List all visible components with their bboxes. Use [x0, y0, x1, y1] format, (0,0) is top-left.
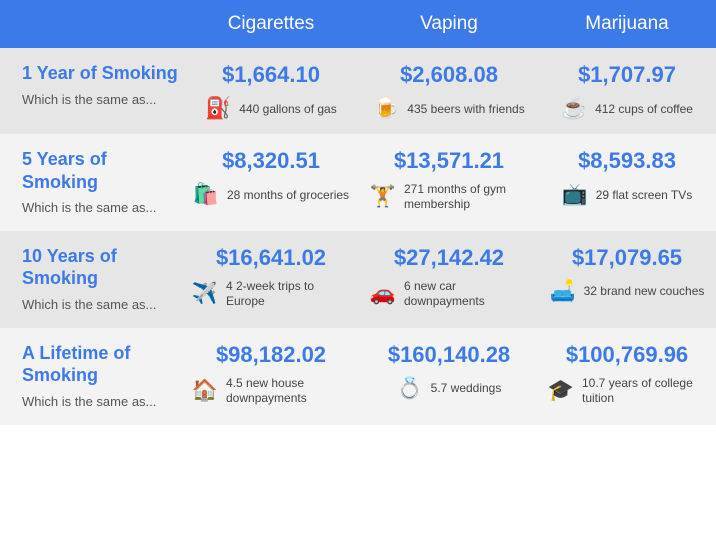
equivalence-text: 4 2-week trips to Europe — [226, 279, 350, 309]
equivalence-icon: 💍 — [397, 376, 423, 402]
column-header-vaping: Vaping — [360, 0, 538, 48]
price-value: $16,641.02 — [192, 245, 350, 271]
data-cell: $1,707.97 ☕ 412 cups of coffee — [538, 48, 716, 134]
row-label-cell: 1 Year of Smoking Which is the same as... — [0, 48, 182, 134]
row-label-cell: 5 Years of Smoking Which is the same as..… — [0, 134, 182, 231]
equivalence: 🏠 4.5 new house downpayments — [192, 376, 350, 406]
header-spacer — [0, 0, 182, 48]
price-value: $1,664.10 — [192, 62, 350, 88]
equivalence: 🛍️ 28 months of groceries — [192, 182, 350, 208]
period-subtitle: Which is the same as... — [22, 297, 182, 314]
row-label-cell: 10 Years of Smoking Which is the same as.… — [0, 231, 182, 328]
period-title: A Lifetime of Smoking — [22, 342, 182, 387]
data-cell: $16,641.02 ✈️ 4 2-week trips to Europe — [182, 231, 360, 328]
table-row: 10 Years of Smoking Which is the same as.… — [0, 231, 716, 328]
table-row: 5 Years of Smoking Which is the same as..… — [0, 134, 716, 231]
equivalence-text: 440 gallons of gas — [239, 102, 336, 117]
equivalence-text: 271 months of gym membership — [404, 182, 528, 212]
price-value: $13,571.21 — [370, 148, 528, 174]
equivalence: 💍 5.7 weddings — [370, 376, 528, 402]
data-cell: $8,320.51 🛍️ 28 months of groceries — [182, 134, 360, 231]
equivalence-text: 4.5 new house downpayments — [226, 376, 350, 406]
data-cell: $100,769.96 🎓 10.7 years of college tuitio… — [538, 328, 716, 425]
price-value: $8,593.83 — [548, 148, 706, 174]
period-subtitle: Which is the same as... — [22, 92, 182, 109]
data-cell: $13,571.21 🏋️ 271 months of gym membership — [360, 134, 538, 231]
price-value: $8,320.51 — [192, 148, 350, 174]
equivalence-text: 6 new car downpayments — [404, 279, 528, 309]
cost-comparison-table: Cigarettes Vaping Marijuana 1 Year of Sm… — [0, 0, 716, 425]
table-row: A Lifetime of Smoking Which is the same a… — [0, 328, 716, 425]
table-header-row: Cigarettes Vaping Marijuana — [0, 0, 716, 48]
equivalence: 🚗 6 new car downpayments — [370, 279, 528, 309]
data-cell: $27,142.42 🚗 6 new car downpayments — [360, 231, 538, 328]
equivalence: ☕ 412 cups of coffee — [548, 96, 706, 122]
data-cell: $98,182.02 🏠 4.5 new house downpayments — [182, 328, 360, 425]
table-row: 1 Year of Smoking Which is the same as...… — [0, 48, 716, 134]
equivalence-text: 10.7 years of college tuition — [582, 376, 706, 406]
period-title: 1 Year of Smoking — [22, 62, 182, 85]
equivalence-icon: 🏠 — [192, 378, 218, 404]
equivalence-icon: 🍺 — [373, 96, 399, 122]
equivalence: 🏋️ 271 months of gym membership — [370, 182, 528, 212]
table-body: 1 Year of Smoking Which is the same as...… — [0, 48, 716, 425]
row-label-cell: A Lifetime of Smoking Which is the same a… — [0, 328, 182, 425]
equivalence: 🎓 10.7 years of college tuition — [548, 376, 706, 406]
equivalence-text: 412 cups of coffee — [595, 102, 693, 117]
equivalence-icon: 🎓 — [548, 378, 574, 404]
equivalence-text: 5.7 weddings — [431, 381, 502, 396]
data-cell: $2,608.08 🍺 435 beers with friends — [360, 48, 538, 134]
equivalence-icon: 🚗 — [370, 281, 396, 307]
equivalence: 🍺 435 beers with friends — [370, 96, 528, 122]
equivalence-icon: 🏋️ — [370, 184, 396, 210]
price-value: $160,140.28 — [370, 342, 528, 368]
data-cell: $8,593.83 📺 29 flat screen TVs — [538, 134, 716, 231]
equivalence-icon: 🛋️ — [550, 279, 576, 305]
column-header-cigarettes: Cigarettes — [182, 0, 360, 48]
price-value: $100,769.96 — [548, 342, 706, 368]
equivalence-text: 32 brand new couches — [584, 284, 705, 299]
equivalence: 🛋️ 32 brand new couches — [548, 279, 706, 305]
period-subtitle: Which is the same as... — [22, 394, 182, 411]
equivalence: ✈️ 4 2-week trips to Europe — [192, 279, 350, 309]
equivalence-text: 435 beers with friends — [407, 102, 524, 117]
data-cell: $1,664.10 ⛽ 440 gallons of gas — [182, 48, 360, 134]
price-value: $17,079.65 — [548, 245, 706, 271]
equivalence-icon: ☕ — [561, 96, 587, 122]
equivalence: 📺 29 flat screen TVs — [548, 182, 706, 208]
price-value: $2,608.08 — [370, 62, 528, 88]
equivalence-icon: 🛍️ — [193, 182, 219, 208]
price-value: $27,142.42 — [370, 245, 528, 271]
period-title: 5 Years of Smoking — [22, 148, 182, 193]
price-value: $1,707.97 — [548, 62, 706, 88]
column-header-marijuana: Marijuana — [538, 0, 716, 48]
data-cell: $160,140.28 💍 5.7 weddings — [360, 328, 538, 425]
equivalence-icon: ⛽ — [205, 96, 231, 122]
equivalence-text: 28 months of groceries — [227, 188, 349, 203]
equivalence-text: 29 flat screen TVs — [596, 188, 693, 203]
equivalence-icon: ✈️ — [192, 281, 218, 307]
period-title: 10 Years of Smoking — [22, 245, 182, 290]
equivalence: ⛽ 440 gallons of gas — [192, 96, 350, 122]
equivalence-icon: 📺 — [562, 182, 588, 208]
period-subtitle: Which is the same as... — [22, 200, 182, 217]
price-value: $98,182.02 — [192, 342, 350, 368]
data-cell: $17,079.65 🛋️ 32 brand new couches — [538, 231, 716, 328]
